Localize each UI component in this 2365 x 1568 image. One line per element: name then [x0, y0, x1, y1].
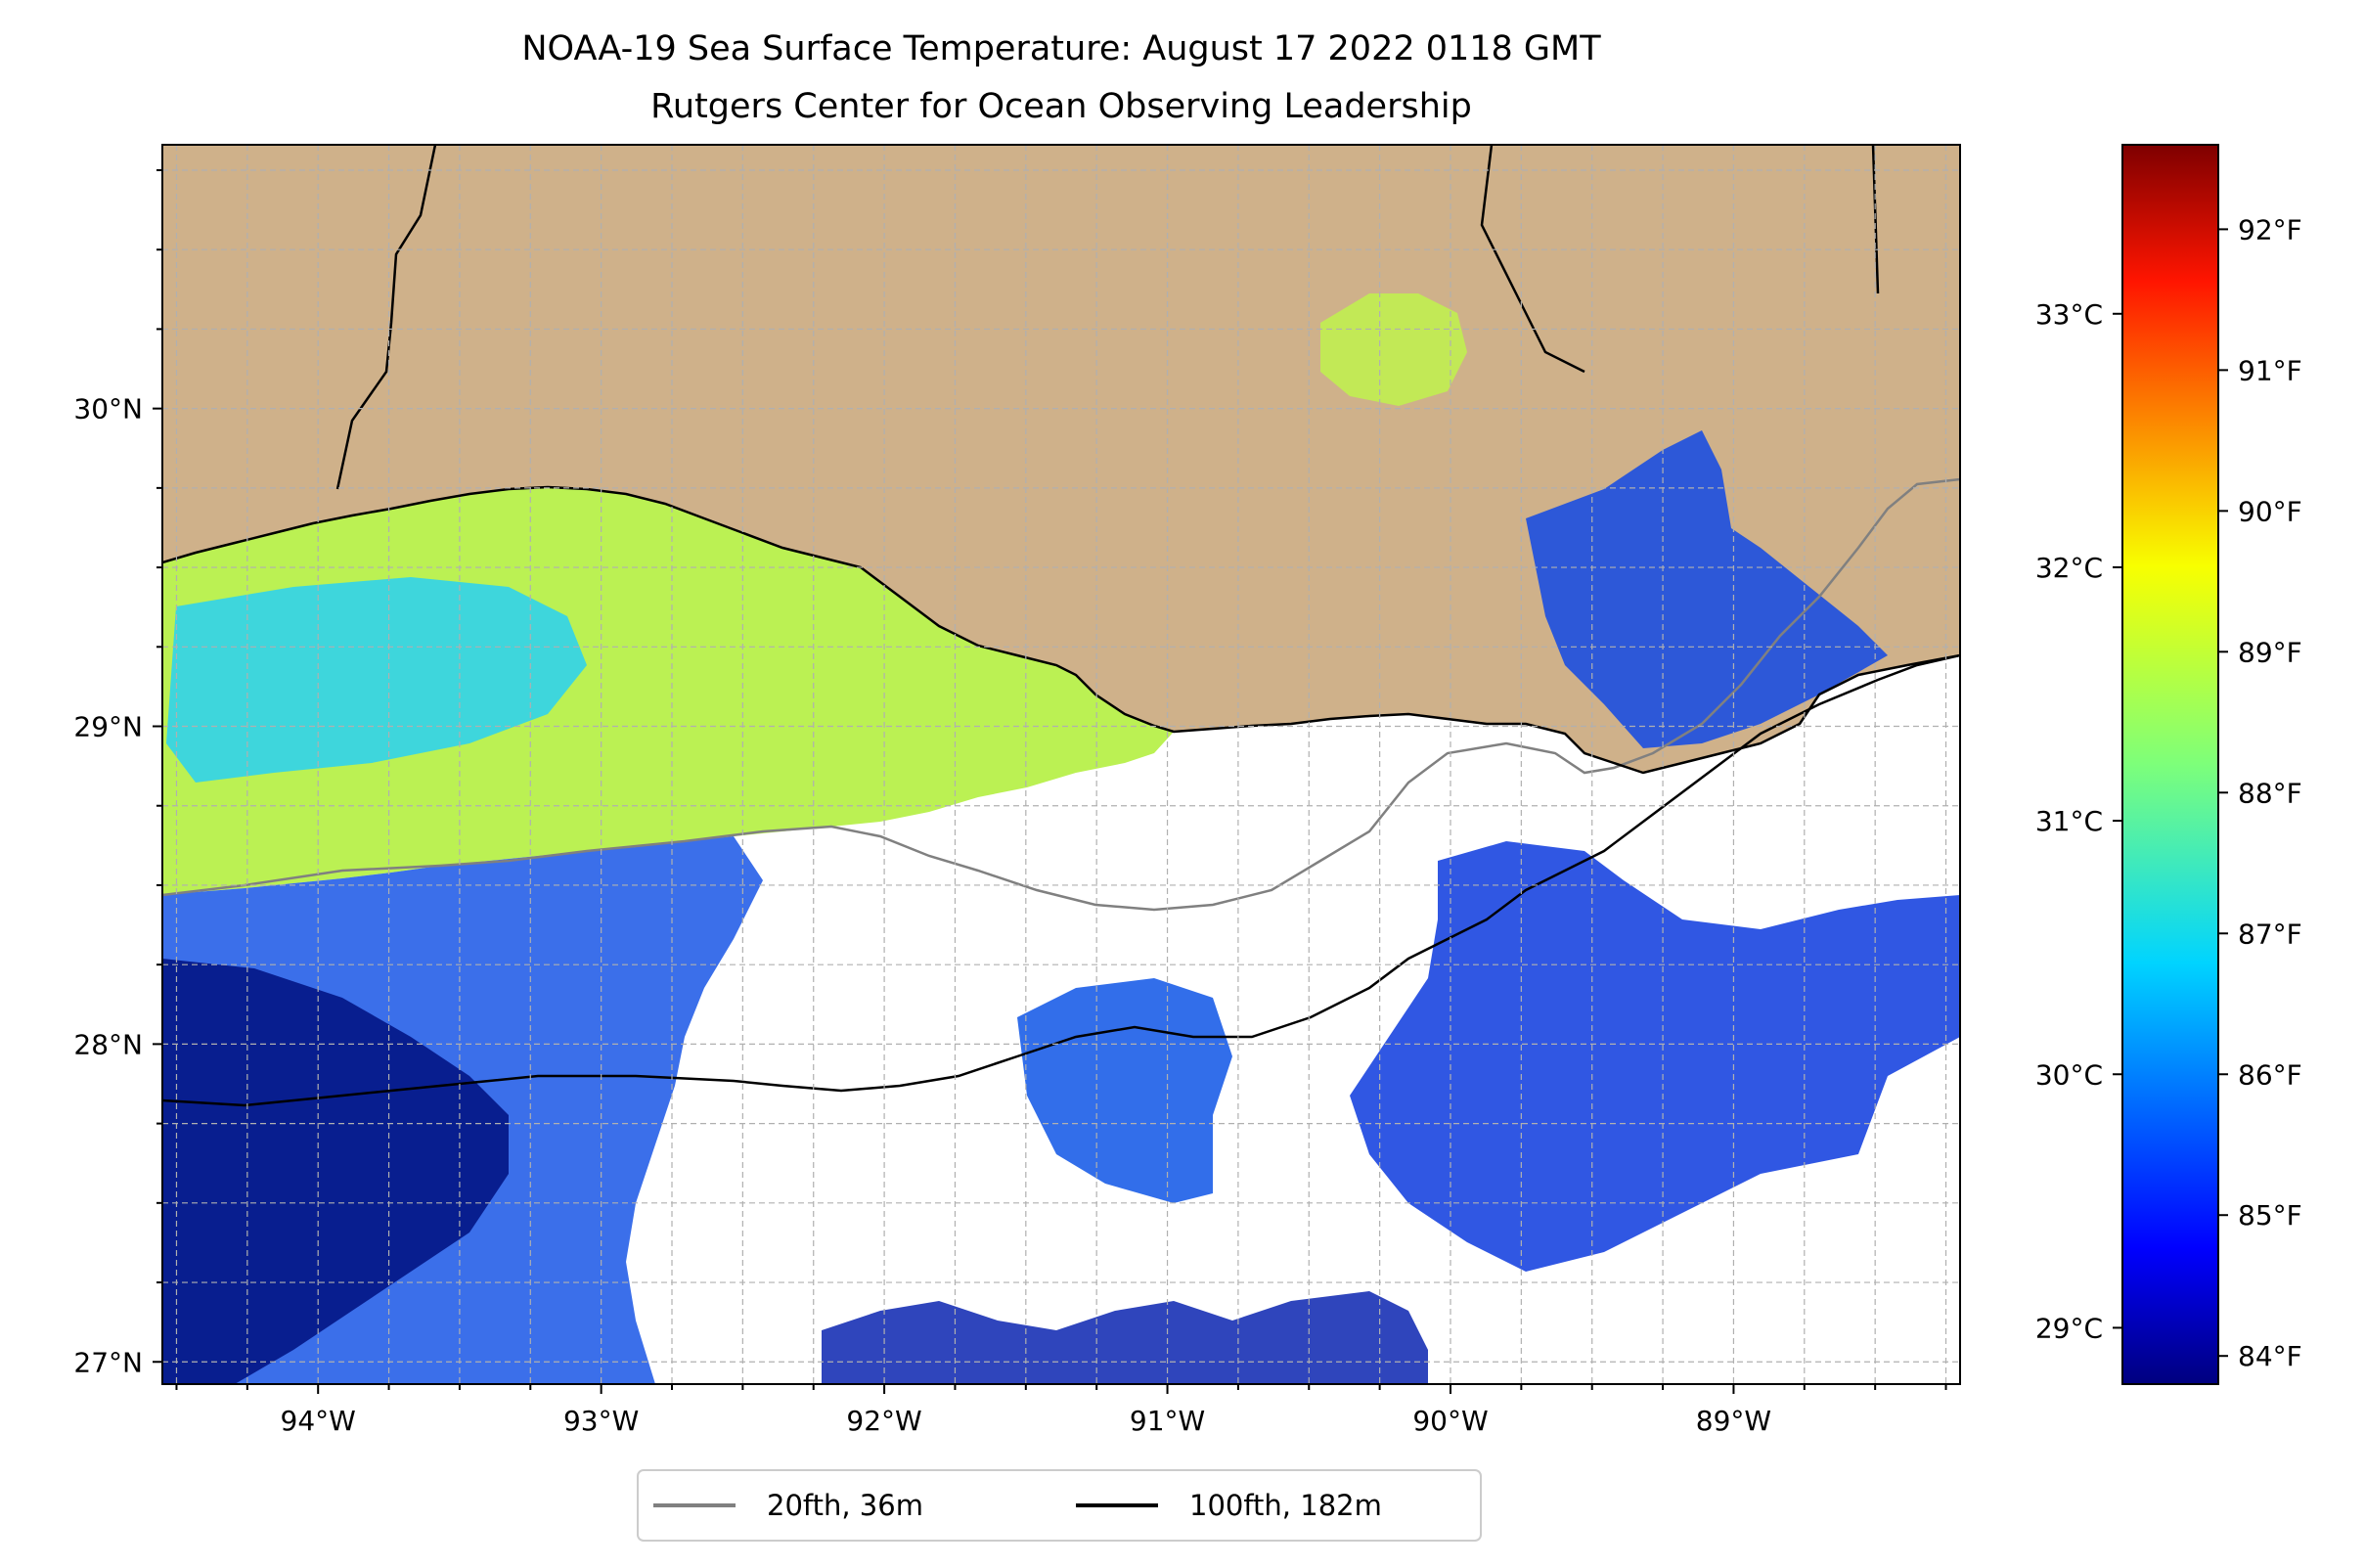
isobath-20fth — [162, 477, 1960, 912]
map-area — [162, 145, 1960, 1384]
sst-eastern-patch — [1350, 841, 1960, 1272]
sst-cold-band — [162, 959, 509, 1384]
colorbar-f-tick-label: 84°F — [2238, 1340, 2302, 1372]
land-mass — [162, 145, 1960, 773]
isobath-100fth — [162, 653, 1960, 1107]
lon-tick-label: 91°W — [1130, 1405, 1205, 1437]
colorbar-f-tick-label: 92°F — [2238, 213, 2302, 246]
colorbar-fahrenheit-ticks: 84°F 85°F 86°F 87°F 88°F 89°F 90°F 91°F 92°F — [2218, 213, 2302, 1372]
legend-label-20fth: 20fth, 36m — [767, 1489, 923, 1522]
lat-tick-label: 27°N — [73, 1346, 143, 1378]
lon-tick-label: 92°W — [846, 1405, 921, 1437]
legend-label-100fth: 100fth, 182m — [1189, 1489, 1382, 1522]
colorbar-f-tick-label: 90°F — [2238, 495, 2302, 527]
colorbar-c-tick-label: 31°C — [2035, 805, 2103, 837]
colorbar-c-tick-label: 33°C — [2035, 298, 2103, 331]
lat-tick-label: 30°N — [73, 393, 143, 426]
lon-tick-label: 89°W — [1696, 1405, 1771, 1437]
sst-southern-patch — [822, 1291, 1428, 1384]
pontchartrain — [1320, 293, 1467, 406]
lon-tick-label: 90°W — [1412, 1405, 1488, 1437]
lon-tick-label: 93°W — [563, 1405, 639, 1437]
sst-mid-patch — [166, 577, 587, 783]
colorbar-f-tick-label: 86°F — [2238, 1058, 2302, 1091]
longitude-axis: 94°W 93°W 92°W 91°W 90°W 89°W — [175, 1384, 1947, 1437]
colorbar-f-tick-label: 91°F — [2238, 354, 2302, 386]
map-frame — [161, 144, 1961, 1385]
colorbar-f-tick-label: 88°F — [2238, 777, 2302, 809]
colorbar-gradient — [2122, 145, 2218, 1384]
colorbar-f-tick-label: 89°F — [2238, 636, 2302, 668]
lat-tick-label: 29°N — [73, 711, 143, 743]
sst-louisiana-bay — [1526, 430, 1888, 748]
state-border-la-ms — [1480, 145, 1585, 374]
coastline — [162, 485, 1960, 775]
colorbar-c-tick-label: 30°C — [2035, 1058, 2103, 1091]
latitude-axis: 30°N 29°N 28°N 27°N — [73, 168, 162, 1378]
legend: 20fth, 36m 100fth, 182m — [637, 1469, 1482, 1542]
lon-tick-label: 94°W — [281, 1405, 356, 1437]
legend-box — [637, 1469, 1482, 1542]
colorbar-c-tick-label: 32°C — [2035, 552, 2103, 584]
colorbar-f-tick-label: 85°F — [2238, 1199, 2302, 1232]
colorbar-c-tick-label: 29°C — [2035, 1312, 2103, 1344]
title-line-1: NOAA-19 Sea Surface Temperature: August … — [521, 29, 1601, 68]
colorbar-f-tick-label: 87°F — [2238, 918, 2302, 950]
colorbar-frame — [2121, 144, 2219, 1385]
gridlines — [162, 145, 1960, 1384]
lat-tick-label: 28°N — [73, 1028, 143, 1060]
title-line-2: Rutgers Center for Ocean Observing Leade… — [650, 87, 1472, 126]
state-border-tx-la — [335, 145, 437, 490]
colorbar-celsius-ticks: 29°C 30°C 31°C 32°C 33°C — [2035, 298, 2122, 1344]
